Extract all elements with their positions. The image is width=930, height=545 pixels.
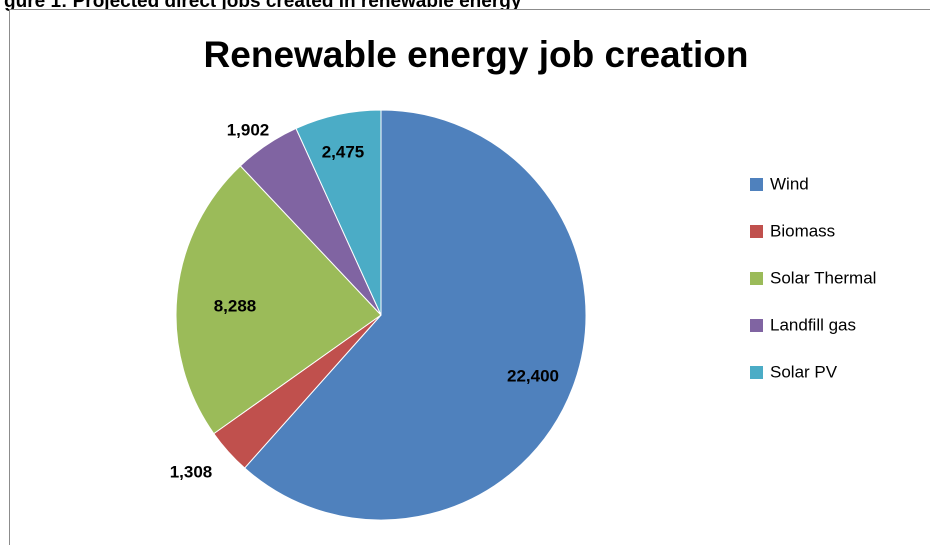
pie-slice-solar-thermal: [175, 165, 382, 435]
legend-label-landfill-gas: Landfill gas: [770, 315, 856, 334]
legend-label-solar-thermal: Solar Thermal: [770, 268, 876, 287]
legend-swatch-biomass: [750, 225, 763, 238]
pie-slice-wind: [243, 109, 587, 521]
legend-label-solar-pv: Solar PV: [770, 362, 838, 381]
legend: Wind Biomass Solar Thermal Landfill gas Sola…: [750, 174, 876, 381]
legend-swatch-solar-pv: [750, 366, 763, 379]
legend-label-wind: Wind: [770, 174, 809, 193]
data-labels: 22,400 1,308 8,288 1,902 2,475: [170, 120, 559, 481]
data-label-wind: 22,400: [507, 366, 559, 385]
data-label-solar-thermal: 8,288: [214, 296, 257, 315]
pie-slices: [175, 109, 587, 521]
legend-swatch-landfill-gas: [750, 319, 763, 332]
data-label-landfill-gas: 1,902: [227, 120, 270, 139]
chart-title: Renewable energy job creation: [204, 34, 749, 75]
data-label-biomass: 1,308: [170, 462, 213, 481]
legend-label-biomass: Biomass: [770, 221, 835, 240]
legend-swatch-solar-thermal: [750, 272, 763, 285]
pie-slice-solar-pv: [295, 109, 382, 316]
legend-swatch-wind: [750, 178, 763, 191]
data-label-solar-pv: 2,475: [322, 142, 365, 161]
